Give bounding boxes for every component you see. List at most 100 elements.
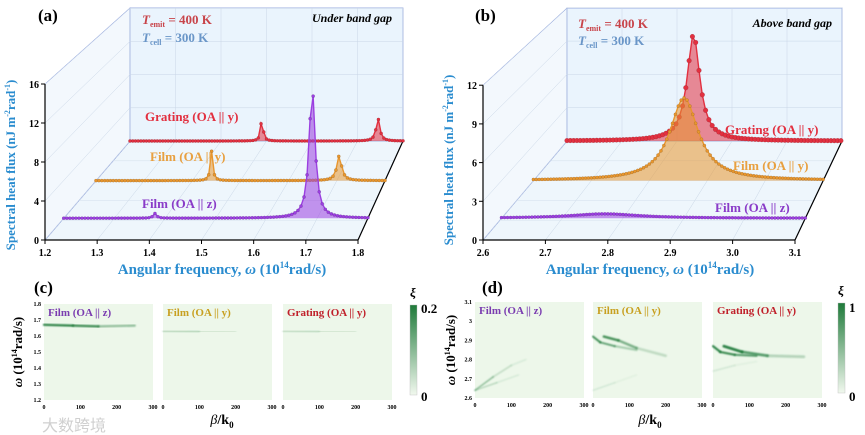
data-point (209, 149, 214, 154)
data-point (700, 215, 704, 220)
data-point (679, 215, 683, 219)
data-point (168, 216, 172, 220)
data-point (201, 216, 206, 220)
data-point (224, 178, 228, 183)
data-point (769, 175, 773, 180)
data-point (302, 178, 306, 183)
data-point (296, 178, 301, 183)
x-tick-label: 100 (507, 403, 516, 409)
data-point (530, 215, 534, 219)
data-point (581, 212, 586, 217)
data-point (280, 214, 285, 219)
data-point (624, 172, 628, 176)
data-point (694, 215, 698, 220)
data-point (718, 215, 723, 220)
data-point (334, 168, 338, 172)
data-point (792, 176, 796, 181)
data-point (221, 178, 225, 182)
data-point (770, 216, 774, 220)
data-point (644, 164, 649, 168)
data-point (110, 216, 115, 220)
data-point (322, 177, 327, 182)
data-point (360, 178, 364, 182)
data-point (688, 215, 692, 220)
data-point (720, 164, 724, 168)
x-tick-label: 0 (712, 403, 715, 409)
data-point (557, 214, 561, 218)
series-fill (501, 213, 806, 219)
data-point (603, 212, 607, 216)
heatmap-feature (97, 324, 136, 328)
data-point (113, 216, 118, 220)
data-point (253, 138, 258, 142)
data-point (549, 177, 553, 181)
data-point (119, 216, 124, 220)
data-point (290, 178, 295, 183)
x-tick-label: 300 (818, 403, 827, 409)
data-point (627, 171, 631, 175)
data-point (779, 216, 783, 220)
grid-line (305, 140, 358, 241)
x-tick-label: 300 (698, 403, 707, 409)
x-tick-label: 1.6 (247, 248, 260, 259)
data-point (206, 172, 211, 177)
data-point (256, 215, 261, 220)
data-point (351, 177, 355, 182)
data-point (241, 216, 245, 220)
data-point (116, 216, 121, 220)
data-point (521, 215, 525, 220)
data-point (618, 212, 622, 217)
data-point (89, 216, 93, 220)
data-point (662, 143, 666, 148)
data-point (642, 214, 647, 218)
grid-line (44, 41, 131, 124)
data-point (682, 215, 686, 219)
x-tick-label: 200 (351, 405, 360, 411)
data-point (782, 216, 786, 220)
data-point (736, 216, 741, 220)
y-tick-label: 12 (29, 119, 39, 130)
data-point (754, 174, 759, 178)
data-point (804, 177, 808, 181)
data-point (357, 178, 361, 182)
data-point (539, 215, 543, 219)
data-point (305, 173, 309, 177)
t-emit-b: Temit = 400 K (578, 16, 649, 33)
data-point (339, 164, 344, 168)
data-point (724, 215, 729, 220)
data-point (578, 176, 582, 181)
data-point (101, 216, 105, 220)
data-point (238, 178, 243, 183)
data-point (140, 178, 144, 183)
data-point (563, 177, 568, 181)
data-point (147, 215, 151, 220)
data-point (189, 216, 194, 220)
data-point (195, 178, 199, 183)
series-label-a-film-z: Film (OA || z) (142, 196, 217, 211)
series-fill (533, 97, 824, 181)
grid-line (482, 7, 568, 86)
heatmap-feature (734, 360, 758, 366)
data-point (712, 126, 719, 132)
data-point (256, 136, 261, 140)
series-film-oa-z- (499, 212, 808, 220)
data-point (598, 175, 602, 179)
data-point (742, 216, 747, 220)
y-tick-label: 1.3 (34, 382, 42, 388)
data-point (186, 216, 191, 220)
data-point (250, 216, 255, 220)
heatmap-feature (719, 350, 736, 356)
xlabel-d: β/k0 (637, 413, 662, 430)
data-point (806, 177, 811, 181)
data-point (220, 216, 224, 220)
data-point (344, 215, 349, 219)
data-point (117, 178, 121, 183)
data-point (284, 214, 288, 218)
colorbar-title-d: ξ (838, 283, 844, 298)
data-point (241, 178, 246, 183)
data-point (505, 215, 510, 220)
data-point (120, 178, 124, 183)
y-tick-label: 1.2 (34, 398, 42, 404)
data-point (122, 216, 127, 220)
